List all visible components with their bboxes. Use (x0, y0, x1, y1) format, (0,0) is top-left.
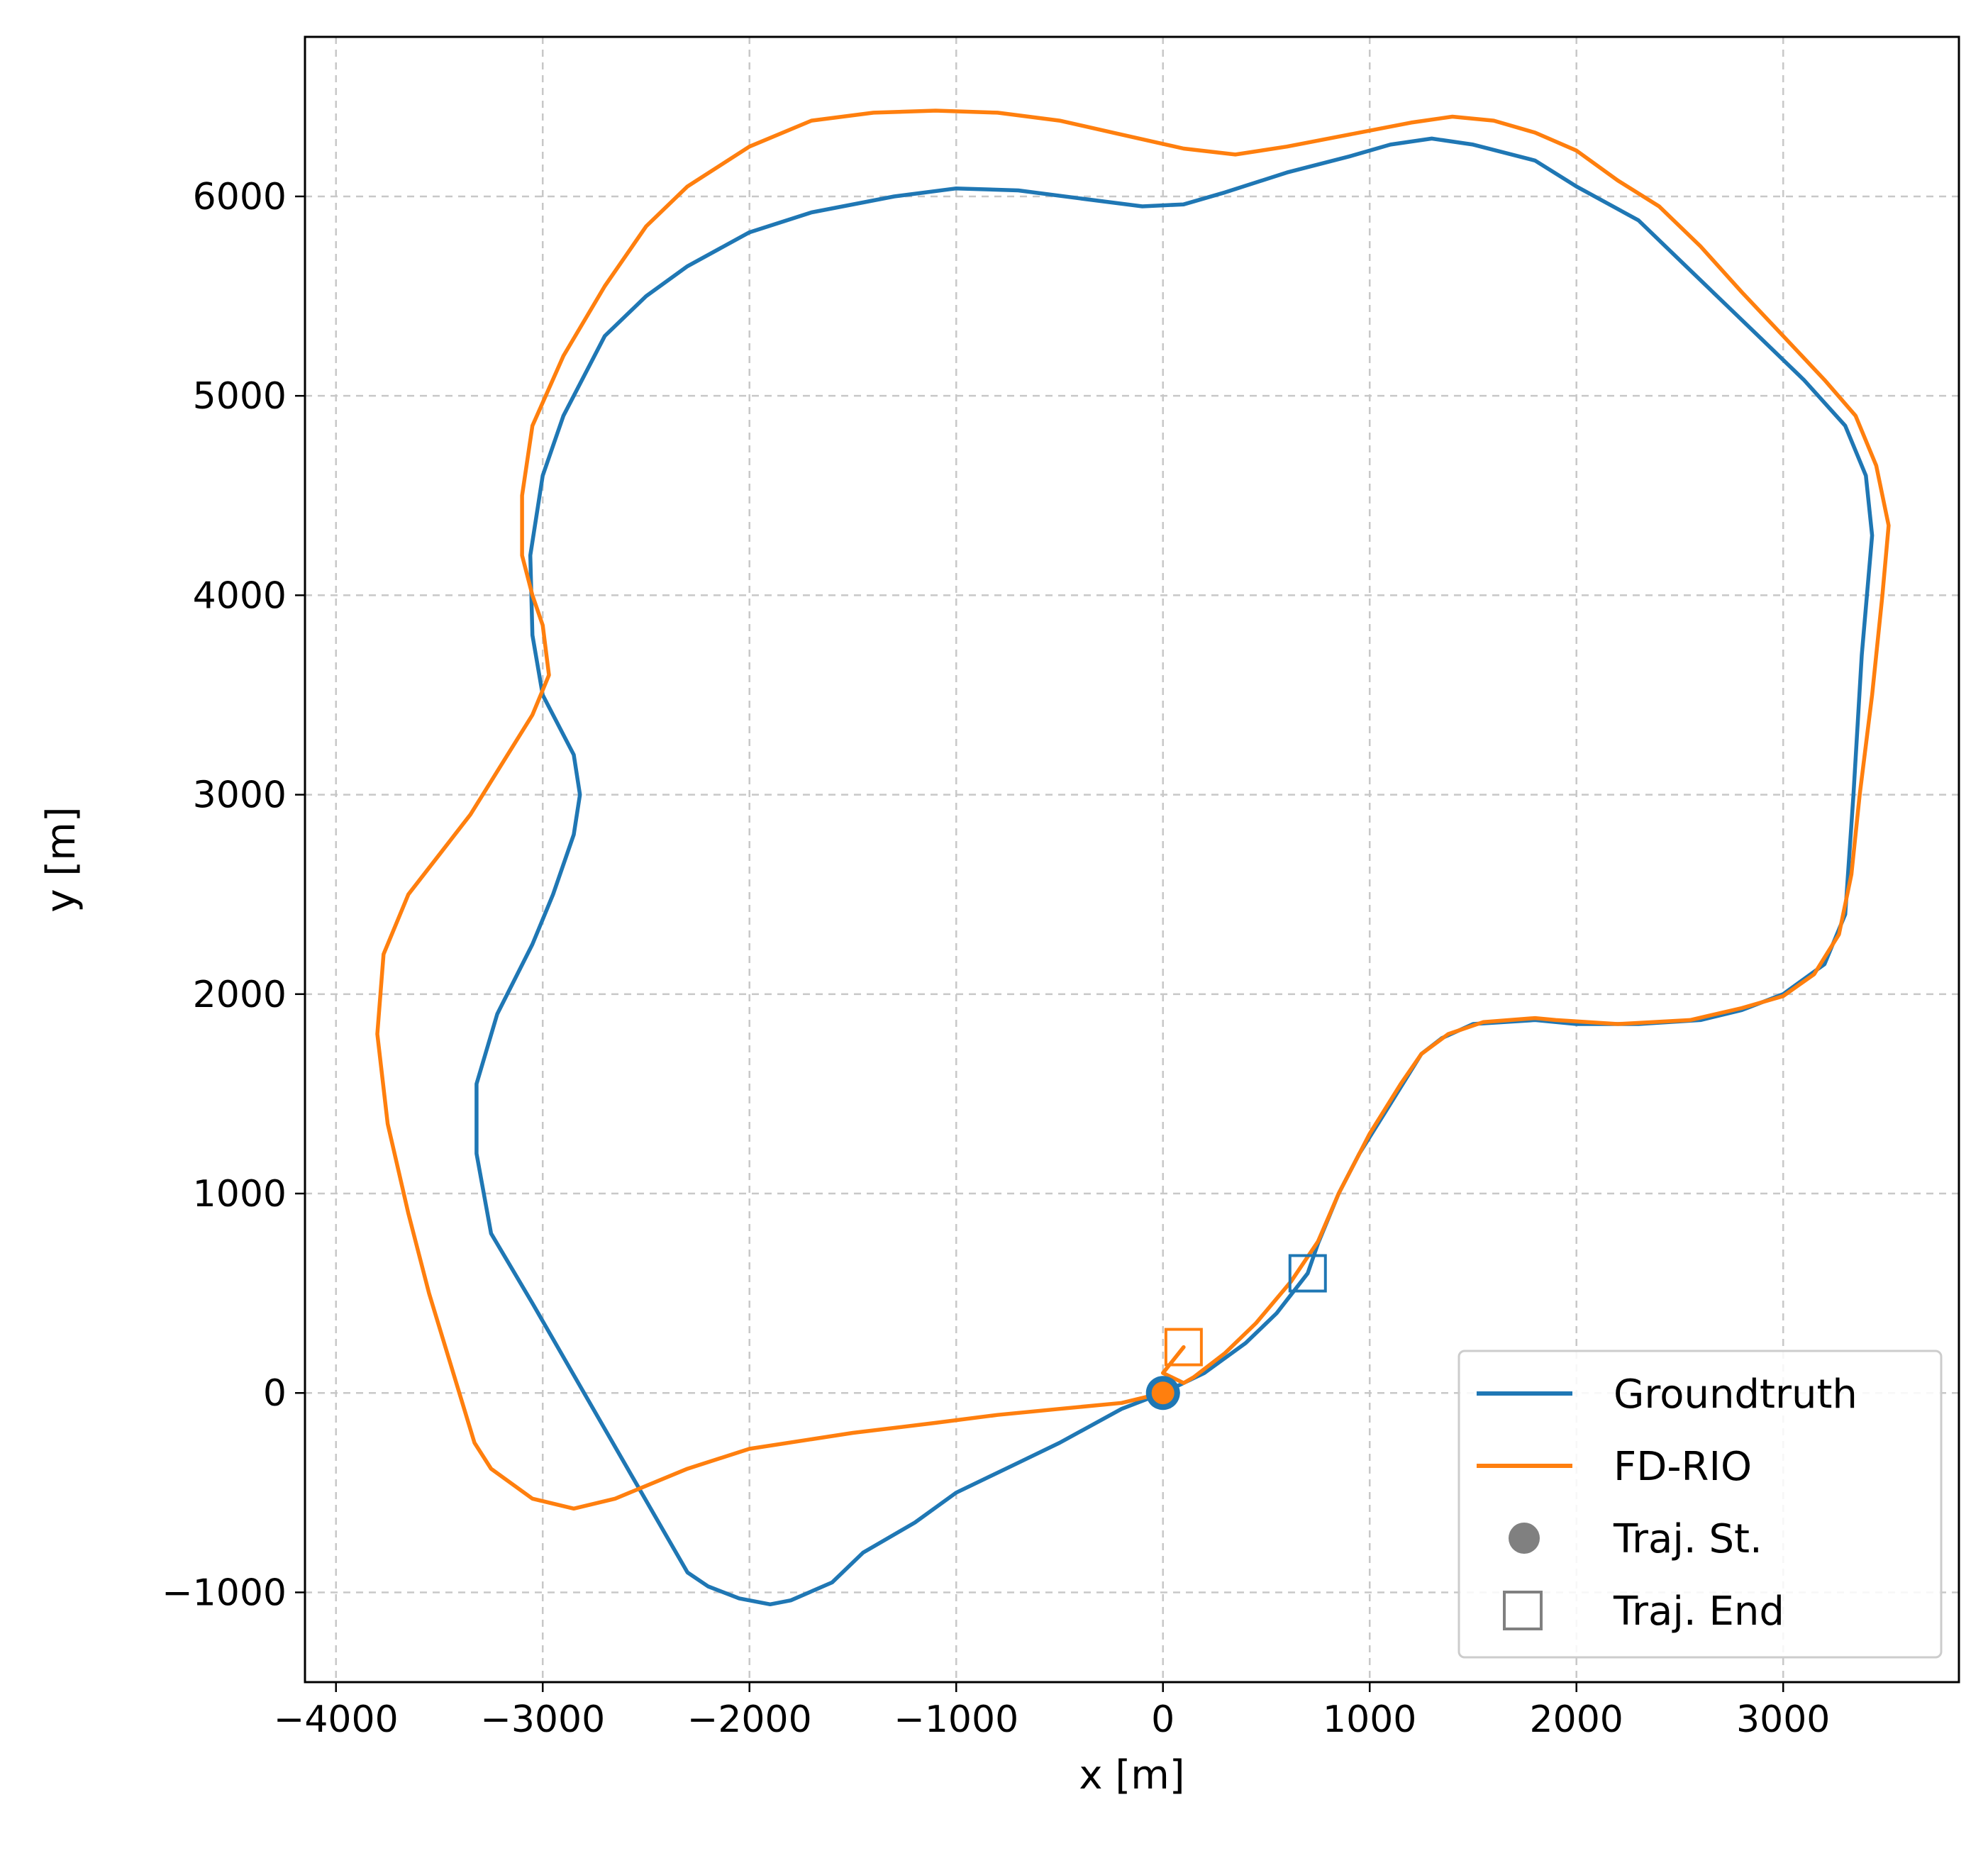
y-tick-label: 5000 (193, 375, 287, 418)
y-tick-label: 6000 (193, 176, 287, 218)
x-tick-label: −4000 (274, 1698, 399, 1741)
x-axis-label: x [m] (1079, 1752, 1184, 1798)
plot-frame (304, 35, 1960, 1684)
y-tick-label: 2000 (193, 974, 287, 1016)
fd-rio-start-marker (1151, 1381, 1175, 1405)
x-tick-label: −1000 (894, 1698, 1018, 1741)
y-tick-label: −1000 (162, 1571, 287, 1614)
y-axis-label: y [m] (38, 806, 84, 912)
x-tick-label: 3000 (1736, 1698, 1830, 1741)
x-tick-label: −3000 (480, 1698, 605, 1741)
legend-box (1457, 1350, 1943, 1659)
legend-traj-end-label: Traj. End (1613, 1589, 1784, 1635)
x-tick-label: 0 (1151, 1698, 1175, 1741)
legend: Groundtruth FD-RIO Traj. St. Traj. End (1457, 1350, 1943, 1659)
groundtruth-end-marker (1288, 1254, 1327, 1293)
y-tick-label: 4000 (193, 574, 287, 617)
ticks: −4000 −3000 −2000 −1000 0 1000 2000 3000 −1000 0 1… (162, 176, 1830, 1741)
series-layer (375, 109, 1891, 1607)
fd-rio-trajectory-line (375, 109, 1891, 1511)
legend-traj-st-label: Traj. St. (1613, 1516, 1762, 1562)
x-tick-label: 1000 (1323, 1698, 1416, 1741)
legend-groundtruth-label: Groundtruth (1614, 1372, 1857, 1418)
legend-traj-end-swatch (1503, 1591, 1543, 1630)
fd-rio-end-marker (1164, 1328, 1203, 1367)
marker-layer (1145, 1254, 1327, 1411)
x-tick-label: −2000 (687, 1698, 812, 1741)
legend-traj-st-swatch (1509, 1523, 1540, 1554)
x-tick-label: 2000 (1530, 1698, 1623, 1741)
y-tick-label: 3000 (193, 774, 287, 817)
legend-fd-rio-label: FD-RIO (1614, 1444, 1752, 1490)
y-tick-label: 0 (263, 1372, 287, 1415)
y-tick-label: 1000 (193, 1173, 287, 1216)
groundtruth-trajectory-line (474, 136, 1875, 1607)
